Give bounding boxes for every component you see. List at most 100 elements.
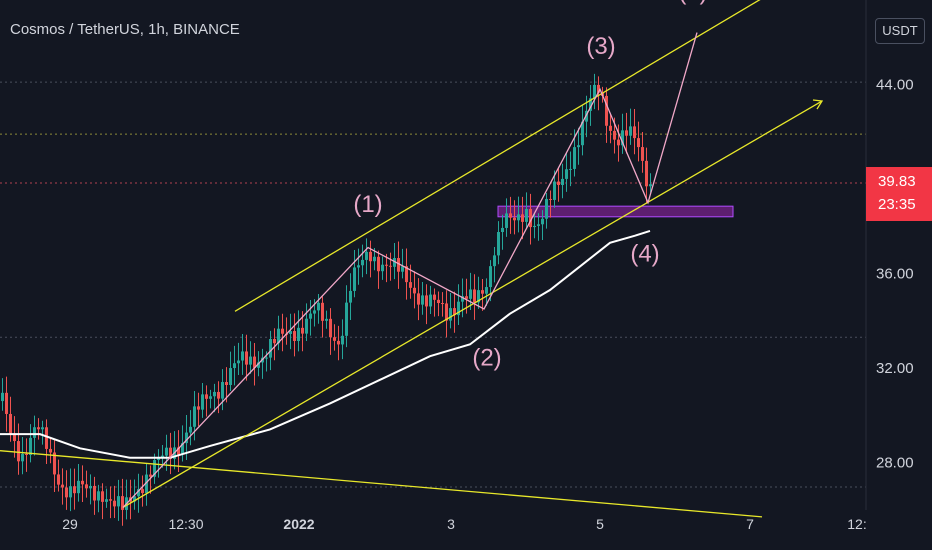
candle-down — [245, 351, 248, 365]
moving-average-layer — [0, 230, 651, 459]
wave-label-4: (4) — [630, 241, 659, 268]
candle-down — [101, 491, 104, 502]
candle-up — [537, 224, 540, 226]
candles-layer — [1, 73, 652, 526]
candle-down — [417, 293, 420, 305]
candle-down — [5, 392, 8, 414]
candle-up — [165, 447, 168, 456]
candle-down — [549, 198, 552, 200]
candle-down — [513, 217, 516, 221]
candle-up — [469, 289, 472, 299]
candle-down — [25, 453, 28, 455]
candle-up — [577, 145, 580, 148]
candle-down — [337, 340, 340, 345]
elliott-wave-path — [122, 32, 698, 508]
price-tick-label: 44.00 — [876, 77, 914, 94]
candle-down — [633, 126, 636, 139]
candle-down — [441, 303, 444, 305]
candle-up — [265, 357, 268, 359]
candle-up — [117, 496, 120, 507]
candle-down — [409, 282, 412, 288]
candle-up — [525, 208, 528, 222]
price-tick-label: 36.00 — [876, 266, 914, 283]
candle-down — [369, 251, 372, 262]
candle-up — [553, 181, 556, 200]
candle-down — [625, 130, 628, 136]
elliott-wave-layer: (1) (2) (3) (4) (5) — [122, 0, 708, 508]
candle-up — [289, 331, 292, 334]
time-tick-label: 12: — [847, 516, 866, 532]
candle-down — [413, 287, 416, 294]
candle-down — [321, 302, 324, 321]
candle-up — [257, 362, 260, 368]
candle-down — [637, 138, 640, 148]
candle-up — [341, 335, 344, 345]
candle-down — [141, 489, 144, 494]
candle-down — [45, 427, 48, 449]
candle-up — [237, 360, 240, 364]
candle-up — [565, 169, 568, 179]
candle-down — [465, 296, 468, 299]
candle-up — [325, 318, 328, 321]
candle-up — [373, 256, 376, 262]
candle-down — [397, 258, 400, 272]
candle-up — [357, 265, 360, 268]
candle-up — [69, 486, 72, 498]
price-tick-label: 32.00 — [876, 360, 914, 377]
candle-up — [249, 356, 252, 365]
bar-countdown: 23:35 — [878, 196, 916, 213]
candle-down — [437, 299, 440, 304]
candle-up — [621, 130, 624, 146]
candle-up — [1, 392, 4, 402]
candle-up — [209, 396, 212, 399]
candle-down — [473, 289, 476, 303]
candle-down — [149, 474, 152, 477]
candle-up — [353, 267, 356, 291]
candle-down — [645, 160, 648, 187]
candle-up — [221, 382, 224, 399]
price-tick-label: 28.00 — [876, 455, 914, 472]
candle-up — [349, 290, 352, 303]
candle-down — [609, 125, 612, 131]
candle-down — [389, 265, 392, 267]
candle-up — [493, 255, 496, 267]
candle-up — [345, 302, 348, 336]
candle-down — [405, 266, 408, 283]
time-tick-label: 7 — [746, 516, 754, 532]
candle-up — [161, 455, 164, 458]
candle-down — [85, 484, 88, 489]
last-price-value: 39.83 — [878, 173, 916, 190]
time-tick-label: 3 — [447, 516, 455, 532]
candle-up — [277, 328, 280, 344]
candle-down — [17, 441, 20, 462]
time-tick-label: 5 — [596, 516, 604, 532]
candle-down — [113, 500, 116, 507]
candle-up — [269, 339, 272, 358]
candle-down — [49, 448, 52, 453]
candle-down — [329, 318, 332, 338]
candle-down — [385, 264, 388, 266]
candle-down — [253, 356, 256, 368]
support-zone-layer — [497, 205, 734, 218]
candle-down — [37, 427, 40, 430]
candle-up — [181, 443, 184, 455]
candle-down — [13, 433, 16, 442]
candle-down — [617, 139, 620, 146]
candle-down — [197, 406, 200, 410]
trendline-arrowhead — [812, 99, 824, 110]
candle-up — [21, 453, 24, 462]
candle-up — [497, 232, 500, 256]
candle-up — [545, 198, 548, 219]
candle-down — [509, 213, 512, 218]
candle-down — [529, 208, 532, 228]
candle-up — [305, 318, 308, 334]
time-tick-label: 29 — [62, 516, 78, 532]
candle-up — [461, 296, 464, 302]
candle-up — [309, 313, 312, 319]
candle-up — [229, 368, 232, 385]
candle-up — [361, 259, 364, 266]
currency-badge[interactable]: USDT — [875, 18, 925, 44]
chart-title: Cosmos / TetherUS, 1h, BINANCE — [10, 21, 240, 38]
